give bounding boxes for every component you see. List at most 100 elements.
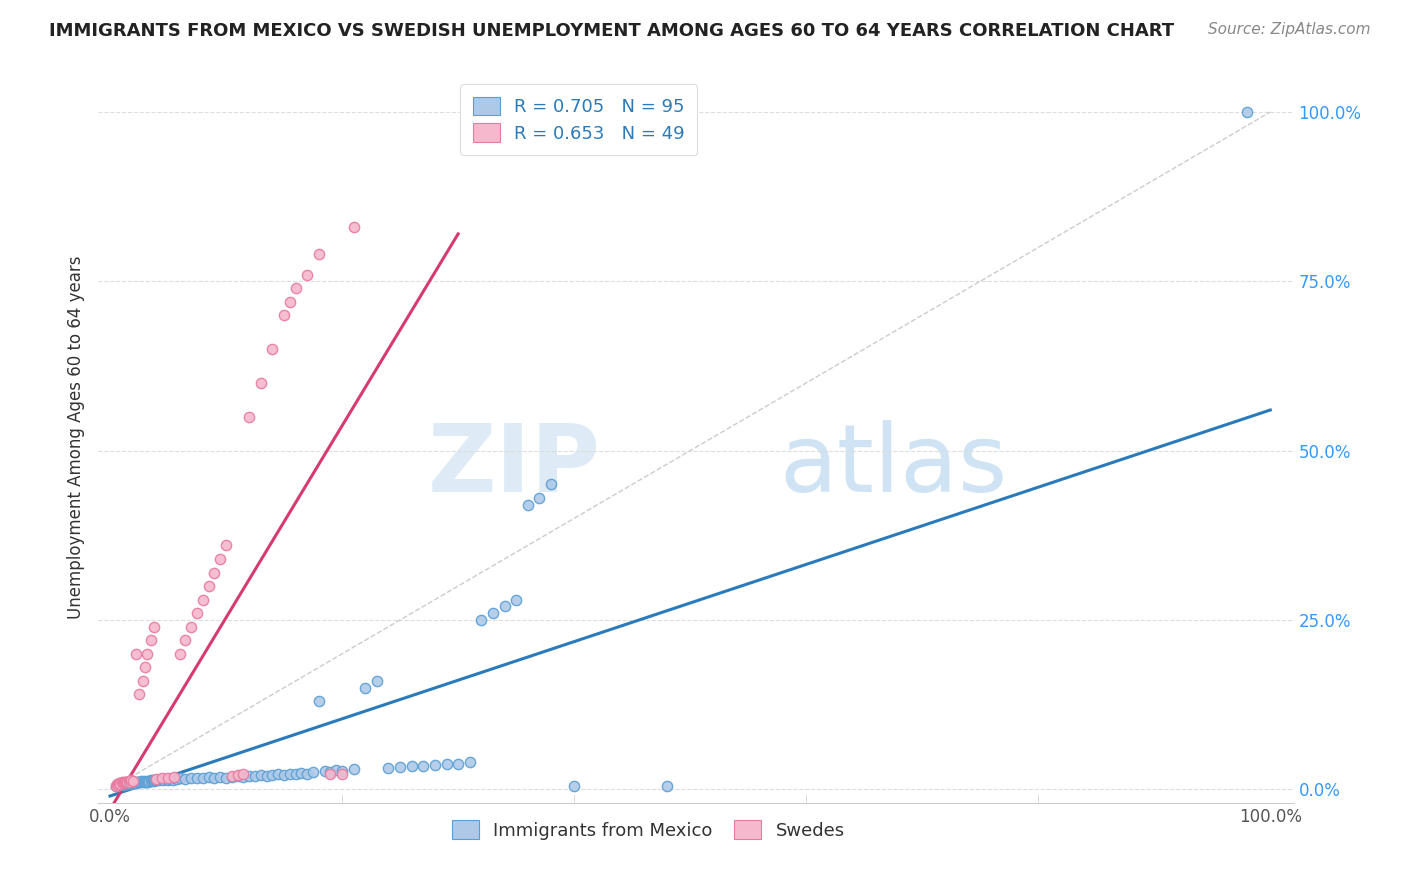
Point bbox=[138, 774, 160, 789]
Point bbox=[278, 766, 301, 780]
Point bbox=[111, 777, 134, 791]
Point bbox=[131, 673, 153, 688]
Point bbox=[302, 765, 325, 780]
Point bbox=[458, 755, 481, 769]
Point bbox=[284, 767, 307, 781]
Point bbox=[163, 770, 186, 784]
Point bbox=[505, 592, 527, 607]
Point bbox=[180, 772, 202, 786]
Point bbox=[136, 774, 159, 789]
Point bbox=[389, 760, 412, 774]
Point bbox=[129, 774, 152, 789]
Point bbox=[284, 281, 307, 295]
Point bbox=[166, 772, 188, 786]
Point bbox=[112, 778, 135, 792]
Point bbox=[115, 775, 138, 789]
Point bbox=[215, 771, 238, 785]
Point bbox=[136, 774, 159, 789]
Point bbox=[330, 764, 353, 778]
Point bbox=[436, 757, 458, 772]
Point bbox=[125, 774, 148, 789]
Point bbox=[423, 757, 446, 772]
Point bbox=[112, 775, 135, 789]
Point bbox=[134, 775, 156, 789]
Point bbox=[157, 771, 180, 785]
Point bbox=[197, 770, 219, 784]
Point bbox=[325, 764, 347, 778]
Point bbox=[470, 613, 492, 627]
Text: IMMIGRANTS FROM MEXICO VS SWEDISH UNEMPLOYMENT AMONG AGES 60 TO 64 YEARS CORRELA: IMMIGRANTS FROM MEXICO VS SWEDISH UNEMPL… bbox=[49, 22, 1174, 40]
Point bbox=[131, 774, 153, 789]
Point bbox=[412, 759, 434, 773]
Point bbox=[122, 776, 145, 790]
Point bbox=[314, 764, 336, 778]
Point bbox=[117, 774, 139, 789]
Point bbox=[108, 776, 131, 790]
Point bbox=[111, 777, 134, 791]
Point bbox=[127, 775, 149, 789]
Point bbox=[155, 772, 177, 786]
Point bbox=[209, 770, 232, 784]
Point bbox=[297, 766, 319, 780]
Point bbox=[262, 342, 284, 356]
Point bbox=[120, 776, 142, 790]
Point bbox=[197, 579, 219, 593]
Point bbox=[343, 762, 366, 776]
Point bbox=[124, 775, 146, 789]
Point bbox=[204, 566, 226, 580]
Point bbox=[117, 777, 139, 791]
Point bbox=[122, 774, 145, 789]
Point bbox=[110, 777, 132, 791]
Point bbox=[132, 774, 155, 789]
Point bbox=[124, 647, 146, 661]
Point bbox=[529, 491, 551, 505]
Point bbox=[148, 772, 170, 787]
Point bbox=[108, 777, 131, 791]
Point bbox=[262, 768, 284, 782]
Point bbox=[134, 660, 156, 674]
Point bbox=[232, 770, 254, 784]
Point bbox=[186, 606, 208, 620]
Point bbox=[117, 774, 139, 789]
Point bbox=[136, 647, 159, 661]
Point bbox=[186, 771, 208, 785]
Point bbox=[343, 220, 366, 235]
Point bbox=[273, 308, 295, 322]
Point bbox=[562, 779, 585, 793]
Point bbox=[159, 772, 181, 786]
Point bbox=[540, 477, 562, 491]
Point bbox=[104, 779, 127, 793]
Point bbox=[150, 772, 173, 786]
Point bbox=[297, 268, 319, 282]
Point bbox=[124, 776, 146, 790]
Point bbox=[174, 772, 197, 786]
Point bbox=[162, 772, 184, 787]
Point bbox=[516, 498, 538, 512]
Point bbox=[494, 599, 516, 614]
Point bbox=[143, 772, 166, 787]
Point bbox=[115, 777, 138, 791]
Point bbox=[141, 774, 163, 789]
Point bbox=[105, 777, 128, 791]
Point bbox=[169, 772, 191, 786]
Point bbox=[135, 774, 157, 789]
Point bbox=[401, 758, 423, 772]
Point bbox=[104, 779, 127, 793]
Point bbox=[111, 775, 134, 789]
Point bbox=[142, 773, 165, 788]
Y-axis label: Unemployment Among Ages 60 to 64 years: Unemployment Among Ages 60 to 64 years bbox=[66, 255, 84, 619]
Point bbox=[308, 694, 330, 708]
Point bbox=[215, 538, 238, 552]
Point bbox=[319, 767, 342, 781]
Point bbox=[163, 772, 186, 786]
Point bbox=[1236, 105, 1258, 120]
Point bbox=[226, 769, 249, 783]
Point bbox=[152, 773, 174, 788]
Point bbox=[111, 776, 134, 790]
Point bbox=[238, 409, 260, 424]
Point bbox=[145, 773, 167, 788]
Point bbox=[273, 768, 295, 782]
Point bbox=[128, 688, 150, 702]
Point bbox=[169, 647, 191, 661]
Point bbox=[121, 775, 143, 789]
